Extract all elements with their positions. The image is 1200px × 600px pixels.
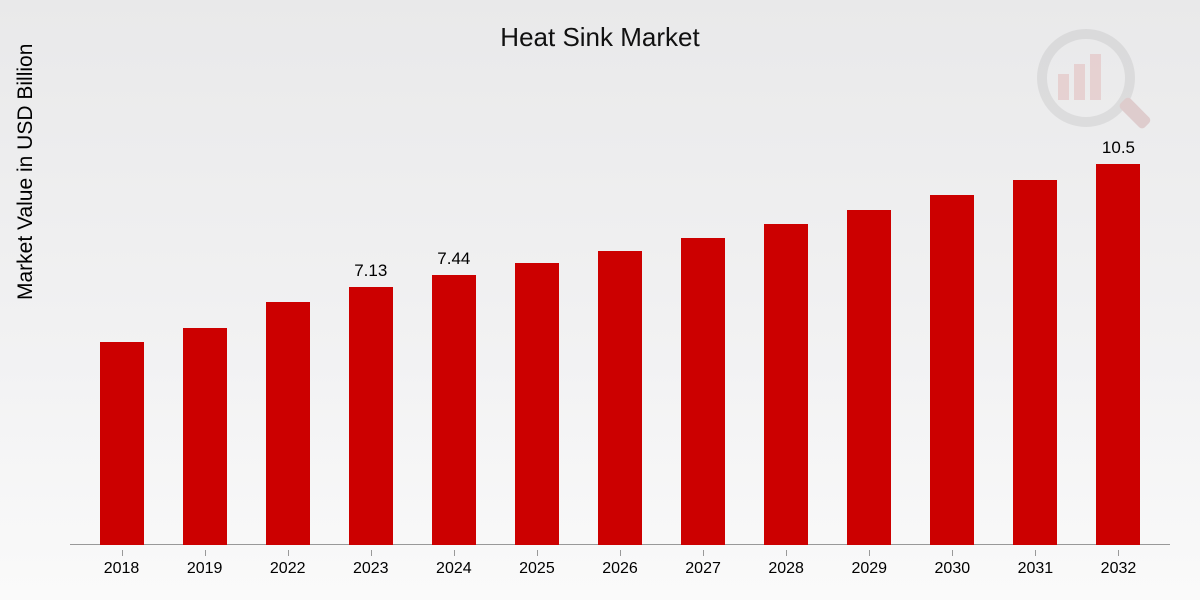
bar-slot (994, 110, 1077, 545)
bar-slot (828, 110, 911, 545)
bar-slot (163, 110, 246, 545)
bar-slot (911, 110, 994, 545)
x-tick-label: 2025 (495, 560, 578, 578)
x-tick-label: 2031 (994, 560, 1077, 578)
bar-value-label: 7.44 (437, 249, 470, 269)
x-tick-label: 2026 (578, 560, 661, 578)
x-tick-label: 2032 (1077, 560, 1160, 578)
x-axis-ticks: 2018201920222023202420252026202720282029… (70, 560, 1170, 578)
bar-value-label: 7.13 (354, 261, 387, 281)
bar-value-label: 10.5 (1102, 138, 1135, 158)
bar (183, 328, 227, 546)
x-tick-label: 2030 (911, 560, 994, 578)
x-tick-label: 2023 (329, 560, 412, 578)
x-tick-label: 2022 (246, 560, 329, 578)
bar (1013, 180, 1057, 545)
bar-slot (495, 110, 578, 545)
bar-slot (662, 110, 745, 545)
bar (681, 238, 725, 545)
bar-slot: 10.5 (1077, 110, 1160, 545)
bar-slot (745, 110, 828, 545)
bar-slot (246, 110, 329, 545)
bar (930, 195, 974, 545)
bar (764, 224, 808, 545)
x-tick-label: 2029 (828, 560, 911, 578)
bar-slot (578, 110, 661, 545)
x-tick-label: 2024 (412, 560, 495, 578)
bar (598, 251, 642, 545)
y-axis-label: Market Value in USD Billion (14, 44, 38, 300)
x-tick-label: 2028 (745, 560, 828, 578)
chart-container: Heat Sink Market Market Value in USD Bil… (0, 0, 1200, 600)
x-tick-label: 2027 (662, 560, 745, 578)
bar-slot (80, 110, 163, 545)
bar-slot: 7.44 (412, 110, 495, 545)
bar (100, 342, 144, 545)
x-tick-label: 2019 (163, 560, 246, 578)
bar (847, 210, 891, 545)
plot-area: 7.13 7.44 10.5 (70, 110, 1170, 545)
bar-slot: 7.13 (329, 110, 412, 545)
bar (515, 263, 559, 545)
x-tick-label: 2018 (80, 560, 163, 578)
bars-group: 7.13 7.44 10.5 (70, 110, 1170, 545)
bar (266, 302, 310, 545)
